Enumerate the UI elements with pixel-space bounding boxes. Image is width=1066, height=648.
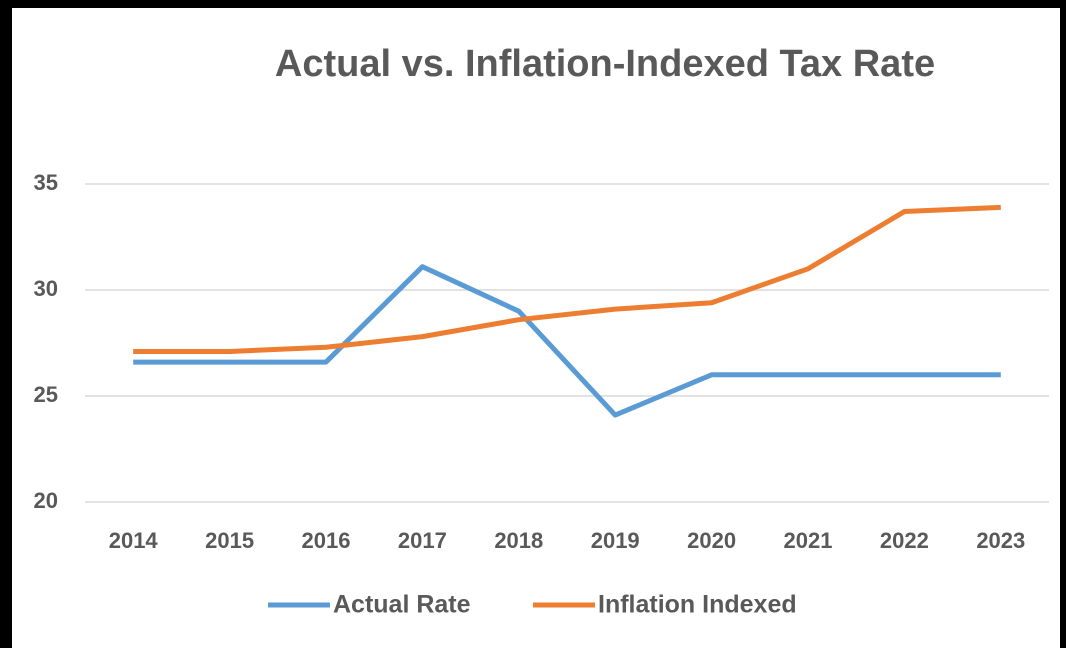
x-tick-label: 2021 xyxy=(784,528,833,553)
x-tick-label: 2015 xyxy=(205,528,254,553)
y-tick-label: 30 xyxy=(34,276,58,301)
x-tick-label: 2017 xyxy=(398,528,447,553)
x-tick-label: 2022 xyxy=(880,528,929,553)
x-tick-label: 2018 xyxy=(494,528,543,553)
x-tick-label: 2014 xyxy=(109,528,159,553)
legend-label: Actual Rate xyxy=(333,591,471,619)
x-tick-label: 2023 xyxy=(976,528,1025,553)
x-tick-label: 2019 xyxy=(591,528,640,553)
line-series xyxy=(133,204,1001,354)
x-tick-label: 2020 xyxy=(687,528,736,553)
x-tick-label: 2016 xyxy=(302,528,351,553)
chart-title: Actual vs. Inflation-Indexed Tax Rate xyxy=(275,43,935,85)
y-tick-label: 35 xyxy=(34,170,58,195)
y-tick-label: 25 xyxy=(34,382,58,407)
legend-label: Inflation Indexed xyxy=(598,591,797,619)
y-tick-label: 20 xyxy=(34,488,58,513)
line-series xyxy=(133,264,1001,418)
